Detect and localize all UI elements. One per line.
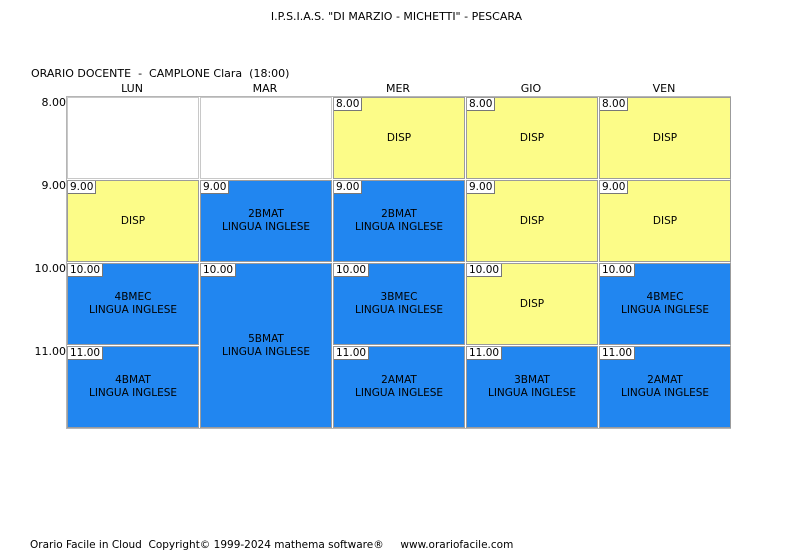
cell-start-time: 11.00	[600, 347, 636, 360]
schedule-cell-lesson[interactable]: 10.00 4BMEC LINGUA INGLESE	[67, 263, 199, 345]
schedule-cell-disp[interactable]: 9.00 DISP	[466, 180, 598, 262]
footer-copyright: Orario Facile in Cloud Copyright© 1999-2…	[30, 539, 514, 551]
cell-class-label: DISP	[519, 214, 545, 227]
cell-start-time: 10.00	[600, 264, 636, 277]
cell-start-time: 10.00	[467, 264, 503, 277]
cell-subject-label: LINGUA INGLESE	[620, 304, 709, 316]
cell-start-time: 8.00	[600, 98, 629, 111]
day-header-mer: MER	[385, 82, 411, 95]
timetable-grid: 9.00 DISP 10.00 4BMEC LINGUA INGLESE 11.00 4BM…	[66, 96, 731, 429]
schedule-cell-lesson[interactable]: 10.00 4BMEC LINGUA INGLESE	[599, 263, 731, 345]
cell-start-time: 10.00	[68, 264, 104, 277]
schedule-cell-disp[interactable]: 8.00 DISP	[466, 97, 598, 179]
cell-class-label: DISP	[652, 214, 678, 227]
cell-start-time: 9.00	[68, 181, 97, 194]
cell-class-label: 2AMAT	[647, 374, 683, 386]
cell-subject-label: LINGUA INGLESE	[88, 387, 177, 399]
cell-start-time: 11.00	[334, 347, 370, 360]
cell-class-label: 4BMEC	[646, 291, 684, 303]
cell-start-time: 10.00	[201, 264, 237, 277]
schedule-cell-empty[interactable]	[200, 97, 332, 179]
schedule-cell-disp[interactable]: 9.00 DISP	[67, 180, 199, 262]
cell-class-label: DISP	[519, 131, 545, 144]
cell-start-time: 9.00	[201, 181, 230, 194]
day-header-gio: GIO	[520, 82, 542, 95]
schedule-cell-disp[interactable]: 8.00 DISP	[599, 97, 731, 179]
schedule-cell-lesson[interactable]: 11.00 2AMAT LINGUA INGLESE	[333, 346, 465, 428]
day-header-ven: VEN	[652, 82, 676, 95]
schedule-cell-disp[interactable]: 8.00 DISP	[333, 97, 465, 179]
schedule-cell-disp[interactable]: 9.00 DISP	[599, 180, 731, 262]
school-title: I.P.S.I.A.S. "DI MARZIO - MICHETTI" - PE…	[270, 10, 523, 23]
cell-start-time: 11.00	[68, 347, 104, 360]
day-header-mar: MAR	[252, 82, 278, 95]
cell-class-label: DISP	[652, 131, 678, 144]
day-header-lun: LUN	[121, 82, 143, 95]
cell-class-label: 3BMAT	[514, 374, 550, 386]
cell-class-label: 2AMAT	[381, 374, 417, 386]
cell-start-time: 10.00	[334, 264, 370, 277]
cell-class-label: 4BMAT	[115, 374, 151, 386]
cell-start-time: 9.00	[600, 181, 629, 194]
schedule-cell-lesson[interactable]: 11.00 3BMAT LINGUA INGLESE	[466, 346, 598, 428]
cell-subject-label: LINGUA INGLESE	[88, 304, 177, 316]
cell-subject-label: LINGUA INGLESE	[354, 387, 443, 399]
schedule-cell-lesson[interactable]: 11.00 4BMAT LINGUA INGLESE	[67, 346, 199, 428]
cell-subject-label: LINGUA INGLESE	[354, 221, 443, 233]
time-label: 8.00	[41, 96, 67, 109]
cell-start-time: 8.00	[334, 98, 363, 111]
cell-class-label: DISP	[519, 297, 545, 310]
cell-class-label: DISP	[120, 214, 146, 227]
cell-subject-label: LINGUA INGLESE	[221, 221, 310, 233]
cell-start-time: 9.00	[334, 181, 363, 194]
schedule-cell-lesson[interactable]: 11.00 2AMAT LINGUA INGLESE	[599, 346, 731, 428]
cell-class-label: DISP	[386, 131, 412, 144]
schedule-cell-lesson[interactable]: 10.00 5BMAT LINGUA INGLESE	[200, 263, 332, 428]
schedule-cell-disp[interactable]: 10.00 DISP	[466, 263, 598, 345]
schedule-cell-empty[interactable]	[67, 97, 199, 179]
time-label: 10.00	[34, 262, 67, 275]
time-label: 9.00	[41, 179, 67, 192]
cell-subject-label: LINGUA INGLESE	[620, 387, 709, 399]
cell-class-label: 2BMAT	[248, 208, 284, 220]
schedule-cell-lesson[interactable]: 9.00 2BMAT LINGUA INGLESE	[200, 180, 332, 262]
cell-class-label: 4BMEC	[114, 291, 152, 303]
time-label: 11.00	[34, 345, 67, 358]
teacher-heading: ORARIO DOCENTE - CAMPLONE Clara (18:00)	[31, 67, 290, 80]
cell-subject-label: LINGUA INGLESE	[221, 345, 310, 358]
cell-subject-label: LINGUA INGLESE	[487, 387, 576, 399]
cell-class-label: 3BMEC	[380, 291, 418, 303]
cell-start-time: 8.00	[467, 98, 496, 111]
schedule-cell-lesson[interactable]: 10.00 3BMEC LINGUA INGLESE	[333, 263, 465, 345]
schedule-cell-lesson[interactable]: 9.00 2BMAT LINGUA INGLESE	[333, 180, 465, 262]
cell-class-label: 2BMAT	[381, 208, 417, 220]
cell-start-time: 11.00	[467, 347, 503, 360]
cell-class-label: 5BMAT	[248, 332, 284, 345]
cell-subject-label: LINGUA INGLESE	[354, 304, 443, 316]
cell-start-time: 9.00	[467, 181, 496, 194]
